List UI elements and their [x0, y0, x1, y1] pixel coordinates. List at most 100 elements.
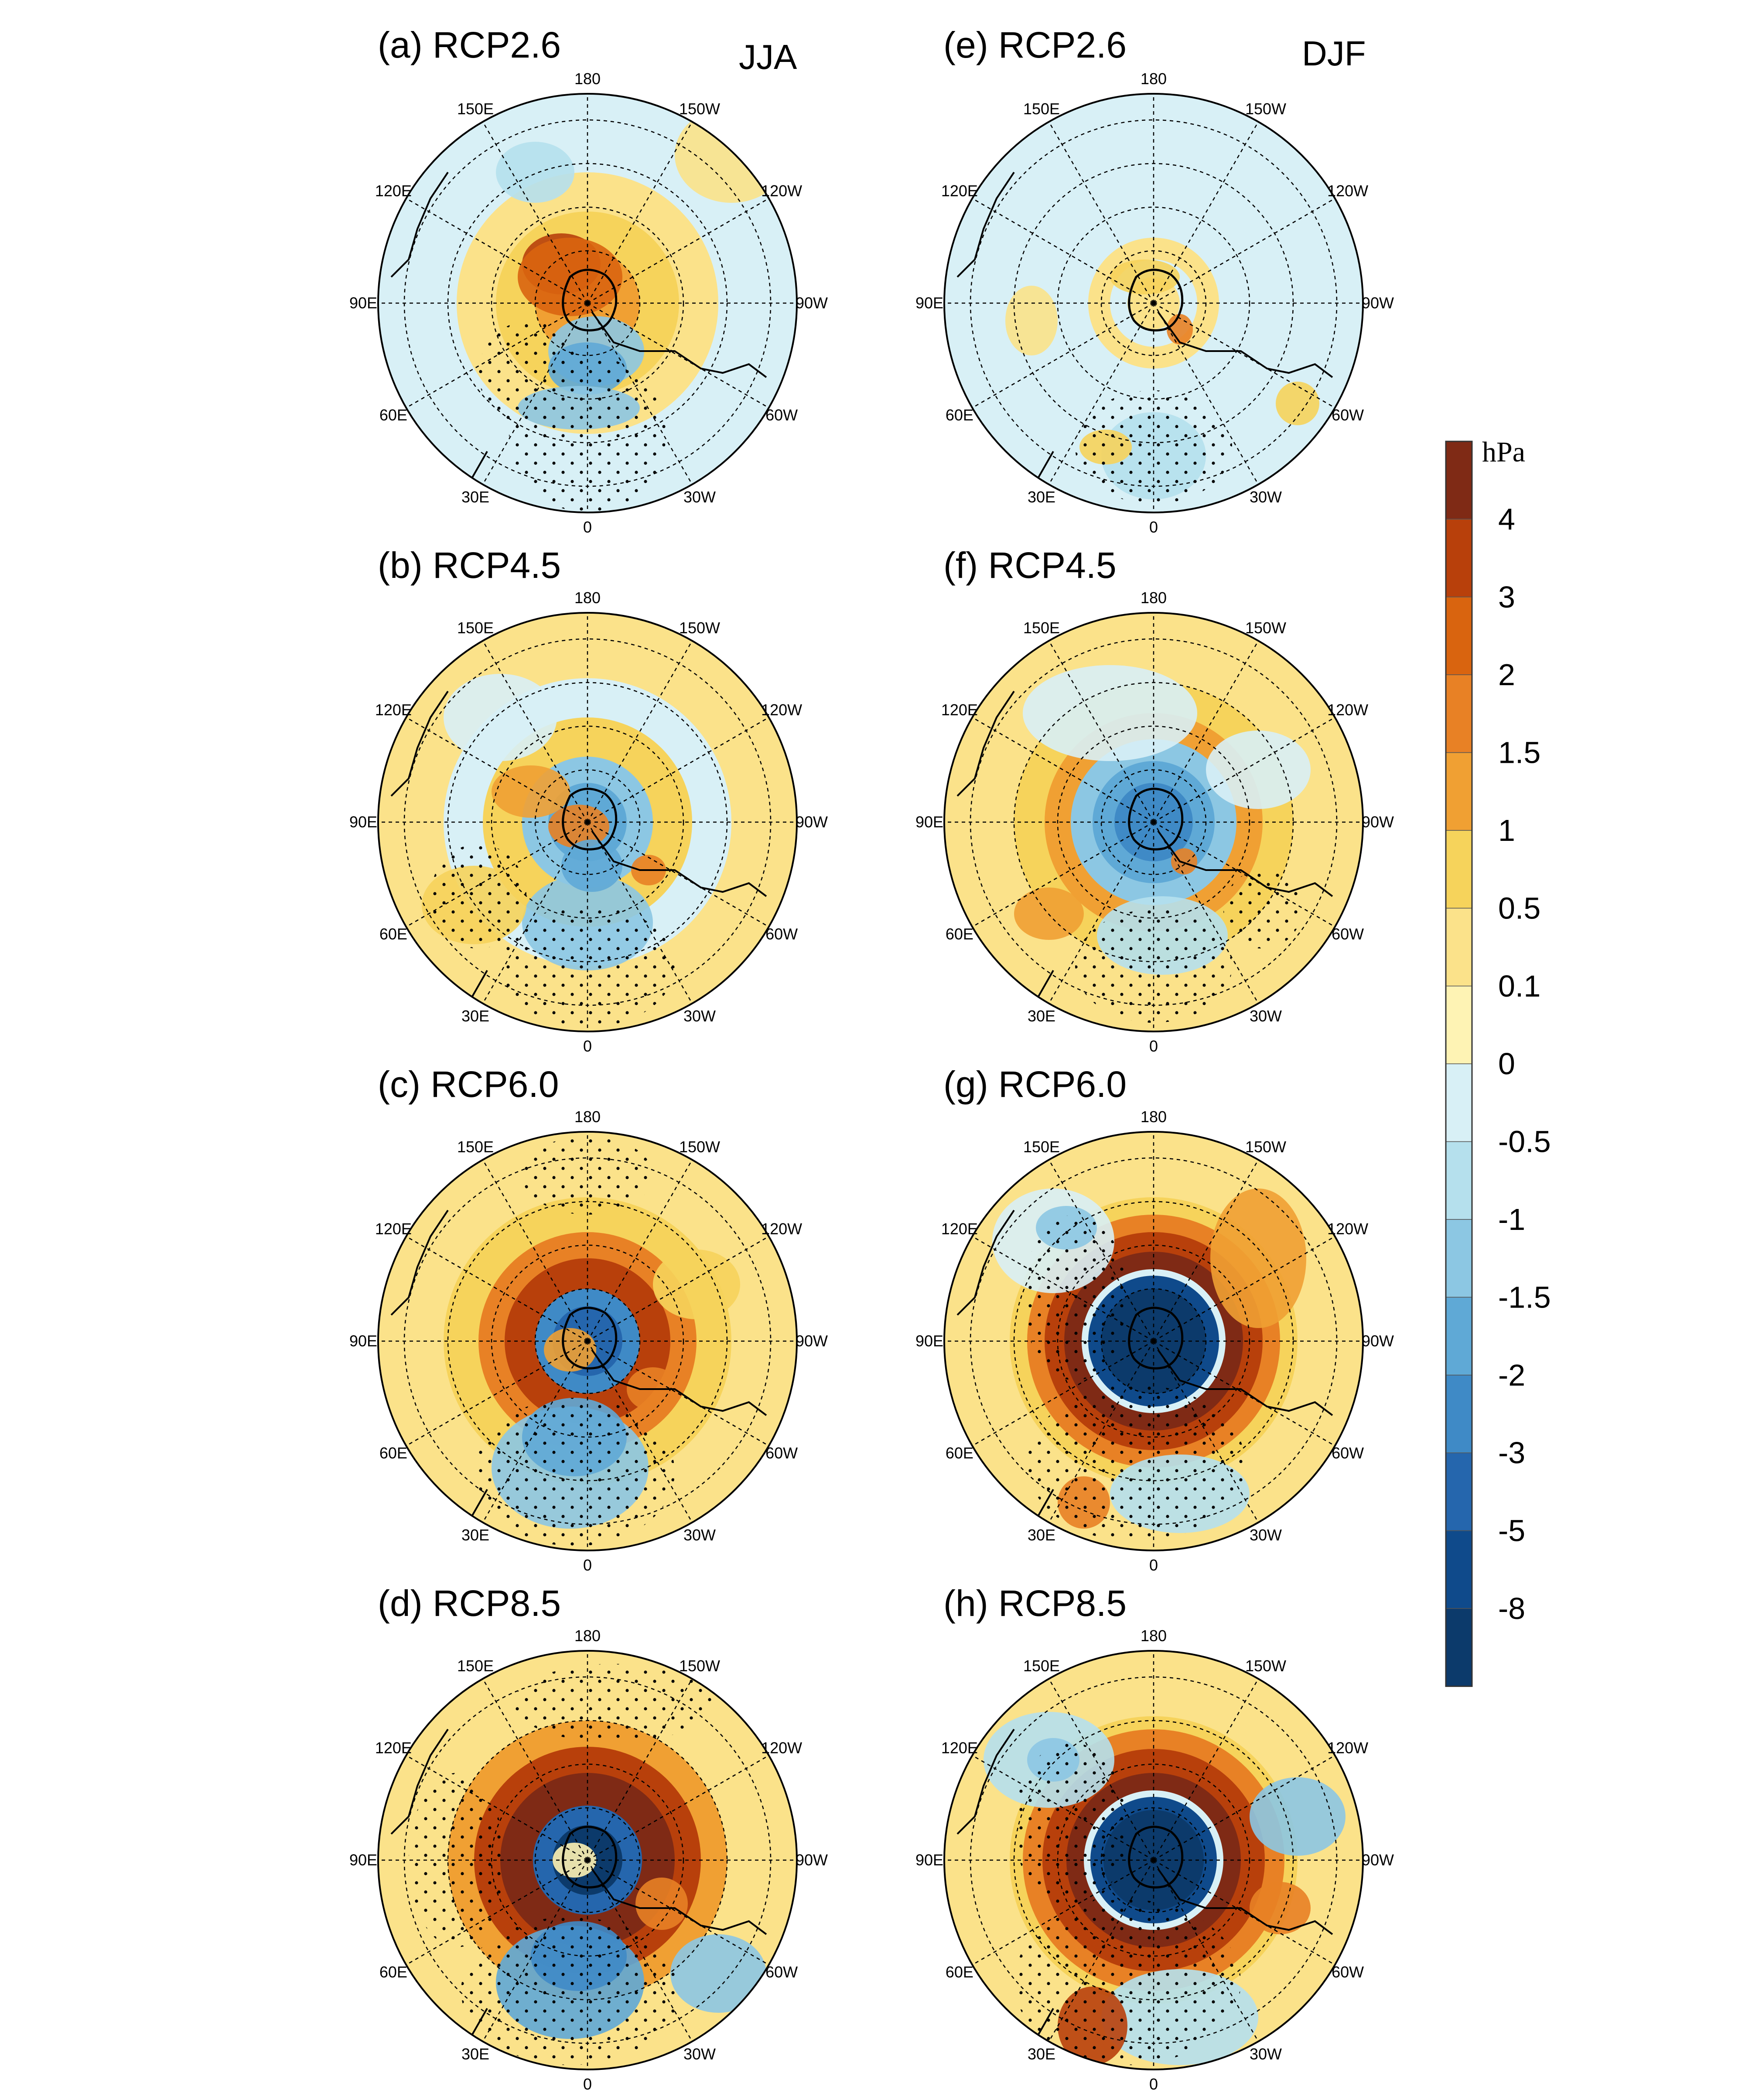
significance-stipple-d-1	[409, 1773, 505, 1947]
longitude-label-g-6: 0	[1149, 1556, 1158, 1574]
longitude-gridline-c-1	[587, 1159, 693, 1342]
longitude-label-d-6: 0	[583, 2075, 592, 2093]
longitude-label-f-7: 30E	[1028, 1007, 1055, 1025]
latitude-gridline-c-1	[491, 1244, 684, 1438]
contour-blob-f-2	[1206, 731, 1311, 809]
longitude-label-d-3: 90W	[796, 1851, 828, 1869]
longitude-gridline-g-4	[1153, 1340, 1335, 1447]
longitude-label-f-4: 60W	[1332, 925, 1364, 943]
longitude-label-g-0: 180	[1141, 1108, 1167, 1126]
australia-coastline-b	[390, 690, 449, 797]
longitude-label-e-11: 150E	[1023, 100, 1060, 118]
south-america-coastline-e	[1157, 311, 1333, 378]
colorbar-swatch-5	[1445, 830, 1472, 909]
longitude-label-c-1: 150W	[679, 1138, 720, 1156]
latitude-gridline-b-1	[491, 725, 684, 919]
antarctica-coastline-a	[562, 269, 618, 331]
contour-blob-c-4	[653, 1250, 740, 1319]
south-america-coastline-f	[1157, 830, 1333, 897]
significance-stipple-h-1	[1014, 1742, 1127, 1908]
panel-title-a: (a) RCP2.6	[378, 24, 561, 65]
longitude-gridline-g-11	[1048, 1159, 1154, 1342]
season-label-jja: JJA	[739, 38, 797, 76]
map-panel-d: 180 150W 120W 90W 60W 30W 0 30E 60E 90E 120E 150E	[349, 1627, 828, 2093]
colorbar-swatch-12	[1445, 1375, 1472, 1453]
south-america-coastline-b	[591, 830, 767, 897]
panel-title-g: (g) RCP6.0	[943, 1064, 1127, 1105]
contour-blob-c-0	[544, 1328, 596, 1372]
longitude-label-c-7: 30E	[461, 1526, 489, 1544]
australia-coastline-f	[956, 690, 1015, 797]
longitude-label-e-8: 60E	[946, 406, 973, 424]
longitude-gridline-h-7	[1048, 1860, 1154, 2042]
longitude-gridline-e-10	[972, 198, 1154, 304]
map-outline-h	[943, 1650, 1364, 2070]
colorbar-swatch-8	[1445, 1063, 1472, 1142]
map-panel-a: 180 150W 120W 90W 60W 30W 0 30E 60E 90E 120E 150E	[349, 70, 828, 536]
longitude-gridline-d-1	[587, 1678, 693, 1861]
map-outline-e	[943, 93, 1364, 513]
antarctica-coastline-f	[1128, 788, 1184, 850]
map-panel-e: 180 150W 120W 90W 60W 30W 0 30E 60E 90E 120E 150E	[915, 70, 1394, 536]
longitude-label-e-1: 150W	[1245, 100, 1286, 118]
colorbar-swatch-9	[1445, 1141, 1472, 1220]
map-outline-c	[377, 1131, 798, 1551]
longitude-gridline-h-2	[1153, 1755, 1335, 1861]
longitude-label-g-10: 120E	[941, 1220, 978, 1238]
longitude-label-h-7: 30E	[1028, 2045, 1055, 2063]
colorbar-swatch-2	[1445, 597, 1472, 675]
longitude-gridline-e-8	[972, 302, 1154, 409]
longitude-gridline-d-10	[406, 1755, 588, 1861]
south-america-coastline-a	[591, 311, 767, 378]
longitude-gridline-h-11	[1048, 1678, 1154, 1861]
longitude-label-g-3: 90W	[1362, 1332, 1394, 1350]
longitude-gridline-e-4	[1153, 302, 1335, 409]
longitude-label-e-0: 180	[1141, 70, 1167, 88]
colorbar-swatch-11	[1445, 1297, 1472, 1376]
significance-stipple-d-0	[461, 1917, 679, 2065]
panel-title-c: (c) RCP6.0	[378, 1064, 559, 1105]
longitude-gridline-b-11	[482, 640, 588, 823]
colorbar-tick-label-3: 1.5	[1498, 736, 1540, 770]
longitude-gridline-f-4	[1153, 821, 1335, 928]
longitude-gridline-b-10	[406, 717, 588, 823]
colorbar: hPa 4 3 2 1.5 1 0.5 0.1 0 -0.5 -1 -1.5 -2 -3 -5 -8	[1445, 436, 1551, 1687]
longitude-label-b-0: 180	[574, 589, 601, 607]
longitude-label-d-4: 60W	[765, 1963, 798, 1981]
longitude-gridline-a-7	[482, 303, 588, 485]
longitude-label-b-4: 60W	[765, 925, 798, 943]
longitude-gridline-f-1	[1153, 640, 1259, 823]
colorbar-swatch-3	[1445, 674, 1472, 753]
longitude-gridline-f-2	[1153, 717, 1335, 823]
australia-coastline-d	[390, 1728, 449, 1835]
longitude-label-f-6: 0	[1149, 1037, 1158, 1055]
south-america-coastline-d	[591, 1868, 767, 1935]
antarctica-coastline-b	[562, 788, 618, 850]
colorbar-tick-label-6: 0.1	[1498, 969, 1540, 1003]
longitude-label-a-10: 120E	[375, 182, 412, 200]
longitude-label-b-5: 30W	[683, 1007, 716, 1025]
longitude-label-d-7: 30E	[461, 2045, 489, 2063]
map-panel-h: 180 150W 120W 90W 60W 30W 0 30E 60E 90E 120E 150E	[915, 1627, 1394, 2093]
longitude-gridline-h-1	[1153, 1678, 1259, 1861]
longitude-gridline-g-8	[972, 1340, 1154, 1447]
season-label-djf: DJF	[1302, 34, 1366, 73]
colorbar-swatch-10	[1445, 1219, 1472, 1298]
longitude-label-f-10: 120E	[941, 701, 978, 719]
contour-blob-b-6	[444, 674, 557, 761]
longitude-gridline-e-1	[1153, 121, 1259, 304]
colorbar-tick-label-4: 1	[1498, 813, 1515, 847]
longitude-gridline-a-8	[406, 302, 588, 409]
longitude-label-a-3: 90W	[796, 294, 828, 312]
longitude-label-e-3: 90W	[1362, 294, 1394, 312]
significance-stipple-g-0	[1027, 1385, 1245, 1542]
map-panel-b: 180 150W 120W 90W 60W 30W 0 30E 60E 90E 120E 150E	[349, 589, 828, 1055]
longitude-label-a-4: 60W	[765, 406, 798, 424]
longitude-label-h-8: 60E	[946, 1963, 973, 1981]
significance-stipple-e-0	[1075, 390, 1232, 504]
significance-stipple-c-1	[522, 1136, 653, 1215]
colorbar-swatch-15	[1445, 1608, 1472, 1687]
longitude-label-c-5: 30W	[683, 1526, 716, 1544]
panel-title-d: (d) RCP8.5	[378, 1583, 561, 1624]
